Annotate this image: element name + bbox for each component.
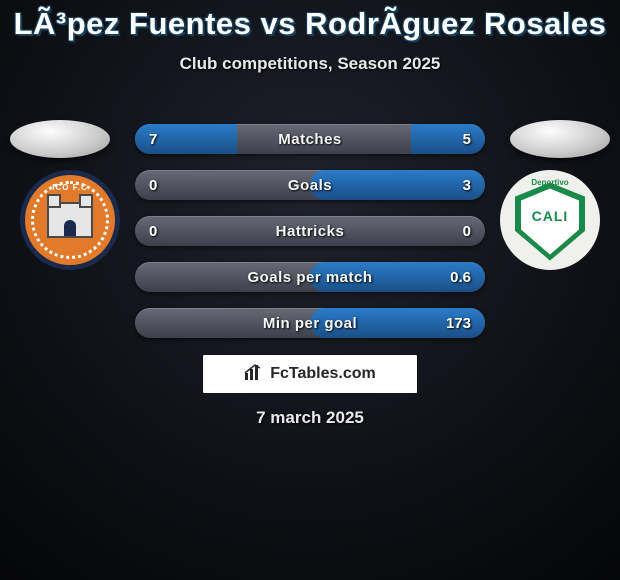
page-title: LÃ³pez Fuentes vs RodrÃ­guez Rosales bbox=[0, 0, 620, 42]
stat-value-right: 173 bbox=[446, 315, 471, 332]
stat-row: Goals per match 0.6 bbox=[135, 262, 485, 292]
stat-label: Min per goal bbox=[263, 315, 357, 332]
stat-value-right: 5 bbox=[463, 131, 471, 148]
brand-link[interactable]: FcTables.com bbox=[202, 354, 418, 394]
crest-left-text: ICO F.C bbox=[52, 183, 87, 192]
stats-panel: 7 Matches 5 0 Goals 3 0 Hattricks 0 Goals per mat… bbox=[135, 124, 485, 354]
stat-value-left: 7 bbox=[149, 131, 157, 148]
player-headshot-left bbox=[10, 120, 110, 158]
stat-row: 0 Goals 3 bbox=[135, 170, 485, 200]
stat-label: Goals bbox=[288, 177, 332, 194]
stat-value-left: 0 bbox=[149, 177, 157, 194]
stat-label: Matches bbox=[278, 131, 342, 148]
club-crest-right: Deportivo CALI bbox=[500, 170, 600, 270]
stat-value-right: 0 bbox=[463, 223, 471, 240]
stat-row: 0 Hattricks 0 bbox=[135, 216, 485, 246]
stat-value-right: 3 bbox=[463, 177, 471, 194]
brand-text: FcTables.com bbox=[270, 365, 376, 383]
stat-value-left: 0 bbox=[149, 223, 157, 240]
stat-label: Hattricks bbox=[276, 223, 345, 240]
stat-value-right: 0.6 bbox=[450, 269, 471, 286]
stat-row: Min per goal 173 bbox=[135, 308, 485, 338]
player-headshot-right bbox=[510, 120, 610, 158]
crest-right-top: Deportivo bbox=[500, 178, 600, 187]
page-subtitle: Club competitions, Season 2025 bbox=[0, 54, 620, 74]
stat-label: Goals per match bbox=[247, 269, 372, 286]
stat-row: 7 Matches 5 bbox=[135, 124, 485, 154]
club-crest-left: ICO F.C bbox=[20, 170, 120, 270]
bar-chart-icon bbox=[244, 363, 264, 386]
date-line: 7 march 2025 bbox=[0, 408, 620, 428]
crest-right-main: CALI bbox=[500, 208, 600, 224]
